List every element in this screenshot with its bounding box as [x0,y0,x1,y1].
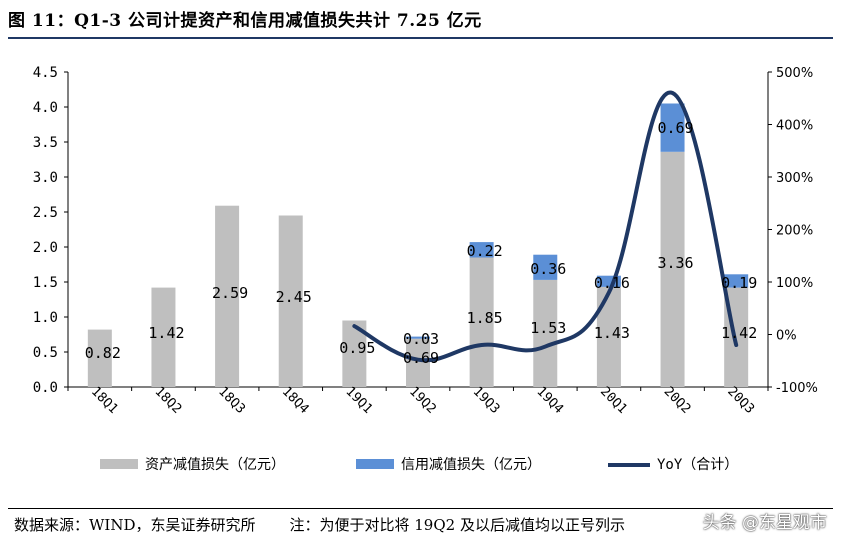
x-label-18Q3: 18Q3 [215,384,248,417]
bar-asset-19Q3 [469,257,494,387]
bar-credit-19Q4 [533,254,558,280]
data-label-credit-19Q3: 0.22 [467,242,503,260]
x-label-19Q3: 19Q3 [470,384,503,417]
x-label-20Q3: 20Q3 [724,384,757,417]
source-text: 数据来源：WIND，东吴证券研究所 [14,516,256,534]
y-left-tick-label: 0.5 [33,345,58,361]
y-right-tick-label: 300% [776,171,813,186]
legend-credit-swatch [356,459,394,469]
y-left-tick-label: 1.0 [33,310,58,326]
data-label-asset-19Q2: 0.69 [403,349,439,367]
legend-asset-label: 资产减值损失（亿元） [145,457,285,473]
y-right-tick-label: 0% [776,329,797,344]
data-label-credit-20Q1: 0.16 [594,274,630,292]
x-label-18Q2: 18Q2 [152,384,185,417]
y-right-tick-label: 500% [776,66,813,81]
y-right-tick-label: 100% [776,276,813,291]
note-text: 注：为便于对比将 19Q2 及以后减值均以正号列示 [289,516,625,534]
yoy-line [352,90,739,363]
legend-yoy-label: YoY（合计） [657,457,738,473]
bar-credit-20Q1 [596,275,621,287]
y-left-tick-label: 3.5 [33,135,58,151]
x-label-19Q4: 19Q4 [533,384,566,417]
data-label-asset-20Q3: 1.42 [721,324,757,342]
y-left-tick-label: 4.0 [33,100,58,116]
bar-asset-18Q4 [278,215,303,387]
x-label-19Q1: 19Q1 [342,384,375,417]
data-label-asset-18Q4: 2.45 [276,288,312,306]
y-right-tick-label: 200% [776,224,813,239]
y-right-tick-label: -100% [776,381,818,396]
bar-asset-18Q1 [87,329,112,387]
y-left-tick-label: 4.5 [33,65,58,81]
bar-asset-18Q2 [151,287,176,387]
x-label-19Q2: 19Q2 [406,384,439,417]
bar-asset-19Q4 [533,279,558,387]
data-label-asset-19Q4: 1.53 [530,319,566,337]
data-label-asset-20Q1: 1.43 [594,324,630,342]
bar-credit-19Q2 [406,336,430,339]
bar-credit-20Q3 [724,274,749,288]
x-label-18Q4: 18Q4 [279,384,312,417]
title-rule [8,37,833,39]
legend-credit-label: 信用减值损失（亿元） [401,457,541,473]
y-left-tick-label: 2.0 [33,240,58,256]
bar-credit-19Q3 [469,242,494,258]
legend-asset-swatch [100,459,138,469]
data-label-asset-19Q1: 0.95 [339,339,375,357]
x-label-20Q2: 20Q2 [661,384,694,417]
data-label-asset-18Q1: 0.82 [85,344,121,362]
data-label-credit-20Q3: 0.19 [721,274,757,292]
bar-asset-18Q3 [215,205,240,387]
footer: 数据来源：WIND，东吴证券研究所 注：为便于对比将 19Q2 及以后减值均以正号… [14,514,625,535]
footer-rule [8,508,833,509]
data-label-asset-19Q3: 1.85 [467,309,503,327]
watermark: 头条 @东星观市 [702,513,827,533]
y-left-tick-label: 0.0 [33,380,58,396]
y-right-tick-label: 400% [776,119,813,134]
bar-credit-20Q2 [660,103,685,152]
x-label-18Q1: 18Q1 [88,384,121,417]
data-label-credit-20Q2: 0.69 [657,119,693,137]
page-title: 图 11：Q1-3 公司计提资产和信用减值损失共计 7.25 亿元 [8,11,482,31]
bar-asset-20Q2 [660,151,685,387]
data-label-asset-18Q2: 1.42 [148,324,184,342]
data-label-credit-19Q4: 0.36 [530,260,566,278]
y-left-tick-label: 3.0 [33,170,58,186]
y-left-tick-label: 1.5 [33,275,58,291]
data-label-credit-19Q2: 0.03 [403,330,439,348]
bar-asset-19Q2 [406,338,430,387]
data-label-asset-20Q2: 3.36 [657,254,693,272]
chart: 0.0 0.5 1.0 1.5 2.0 2.5 3.0 3.5 4.0 4.5 -100% 0% 100… [33,65,818,473]
data-label-asset-18Q3: 2.59 [212,284,248,302]
x-label-20Q1: 20Q1 [597,384,630,417]
y-left-tick-label: 2.5 [33,205,58,221]
